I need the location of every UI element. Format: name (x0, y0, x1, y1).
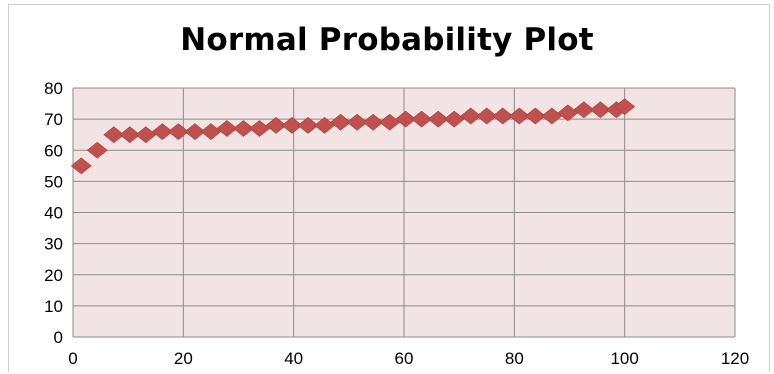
y-tick-label: 20 (44, 266, 63, 285)
x-tick-label: 100 (610, 349, 638, 368)
x-tick-label: 80 (505, 349, 524, 368)
x-axis-tick-labels: 0 20 40 60 80 100 120 (68, 349, 749, 368)
x-tick-label: 120 (721, 349, 749, 368)
y-tick-label: 10 (44, 297, 63, 316)
y-tick-label: 60 (44, 141, 63, 160)
y-tick-label: 70 (44, 110, 63, 129)
x-tick-label: 0 (68, 349, 77, 368)
y-tick-label: 0 (54, 328, 63, 347)
y-tick-label: 30 (44, 235, 63, 254)
x-tick-label: 20 (174, 349, 193, 368)
y-tick-label: 40 (44, 204, 63, 223)
y-axis-tick-labels: 0 10 20 30 40 50 60 70 80 (44, 79, 63, 347)
y-tick-label: 80 (44, 79, 63, 98)
y-tick-label: 50 (44, 172, 63, 191)
x-tick-label: 40 (284, 349, 303, 368)
x-tick-label: 60 (395, 349, 414, 368)
